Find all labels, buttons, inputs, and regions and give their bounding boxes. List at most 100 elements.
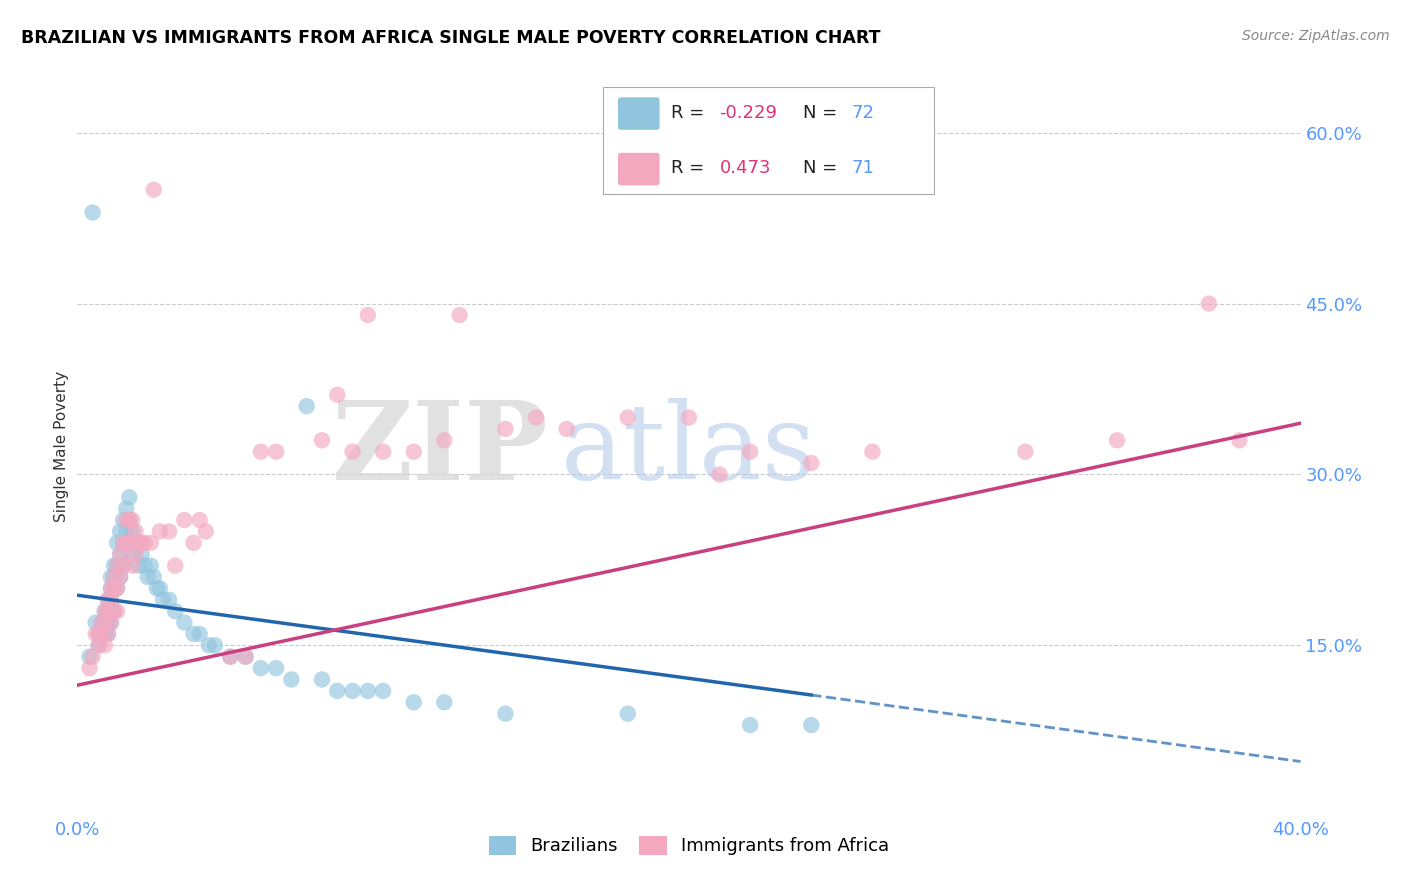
Point — [1229, 434, 1251, 448]
Point — [103, 558, 125, 573]
Text: R =: R = — [671, 160, 716, 178]
Point — [139, 536, 162, 550]
Text: N =: N = — [803, 103, 842, 122]
Point — [94, 615, 117, 630]
Point — [105, 582, 128, 596]
Point — [112, 536, 135, 550]
Point — [100, 615, 122, 630]
Point — [100, 592, 122, 607]
Point — [100, 592, 122, 607]
Point — [97, 615, 120, 630]
Text: atlas: atlas — [561, 398, 817, 501]
Point — [108, 524, 131, 539]
Legend: Brazilians, Immigrants from Africa: Brazilians, Immigrants from Africa — [481, 829, 897, 863]
Point — [219, 649, 242, 664]
Point — [118, 490, 141, 504]
Point — [342, 444, 364, 458]
Point — [198, 638, 221, 652]
Point — [103, 582, 125, 596]
Point — [82, 649, 104, 664]
Point — [97, 604, 120, 618]
Text: BRAZILIAN VS IMMIGRANTS FROM AFRICA SINGLE MALE POVERTY CORRELATION CHART: BRAZILIAN VS IMMIGRANTS FROM AFRICA SING… — [21, 29, 880, 46]
Point — [108, 570, 131, 584]
Point — [112, 513, 135, 527]
Point — [108, 570, 131, 584]
Point — [118, 513, 141, 527]
Point — [105, 558, 128, 573]
Point — [139, 558, 162, 573]
Point — [90, 615, 112, 630]
Point — [134, 536, 156, 550]
Point — [105, 536, 128, 550]
Text: R =: R = — [671, 103, 710, 122]
Text: Source: ZipAtlas.com: Source: ZipAtlas.com — [1241, 29, 1389, 43]
Text: N =: N = — [803, 160, 842, 178]
Point — [617, 706, 640, 721]
Point — [94, 627, 117, 641]
Point — [105, 582, 128, 596]
Point — [800, 456, 823, 470]
Point — [188, 513, 211, 527]
FancyBboxPatch shape — [603, 87, 934, 194]
Point — [142, 570, 165, 584]
Point — [103, 582, 125, 596]
Point — [371, 444, 394, 458]
Point — [127, 536, 149, 550]
Point — [188, 627, 211, 641]
Point — [165, 558, 187, 573]
Point — [118, 536, 141, 550]
Point — [97, 627, 120, 641]
FancyBboxPatch shape — [619, 153, 659, 186]
Point — [157, 524, 180, 539]
Point — [219, 649, 242, 664]
Text: 72: 72 — [852, 103, 875, 122]
FancyBboxPatch shape — [619, 97, 659, 130]
Point — [264, 661, 287, 675]
Point — [524, 410, 547, 425]
Point — [449, 308, 471, 322]
Point — [112, 536, 135, 550]
Point — [115, 536, 138, 550]
Point — [100, 615, 122, 630]
Point — [124, 524, 146, 539]
Point — [94, 638, 117, 652]
Point — [678, 410, 700, 425]
Point — [194, 524, 217, 539]
Point — [121, 547, 143, 561]
Point — [326, 684, 349, 698]
Point — [131, 547, 153, 561]
Point — [280, 673, 302, 687]
Point — [105, 558, 128, 573]
Point — [94, 615, 117, 630]
Point — [87, 638, 110, 652]
Point — [121, 513, 143, 527]
Point — [97, 627, 120, 641]
Point — [84, 627, 107, 641]
Point — [108, 547, 131, 561]
Point — [235, 649, 257, 664]
Point — [326, 388, 349, 402]
Point — [100, 582, 122, 596]
Point — [709, 467, 731, 482]
Point — [79, 661, 101, 675]
Point — [433, 434, 456, 448]
Point — [311, 673, 333, 687]
Point — [495, 706, 517, 721]
Point — [100, 582, 122, 596]
Point — [127, 536, 149, 550]
Point — [134, 558, 156, 573]
Text: 0.473: 0.473 — [720, 160, 770, 178]
Point — [173, 615, 195, 630]
Point — [112, 558, 135, 573]
Y-axis label: Single Male Poverty: Single Male Poverty — [53, 370, 69, 522]
Point — [183, 536, 205, 550]
Point — [157, 592, 180, 607]
Point — [740, 444, 762, 458]
Point — [183, 627, 205, 641]
Point — [357, 684, 380, 698]
Point — [311, 434, 333, 448]
Point — [165, 604, 187, 618]
Point — [90, 627, 112, 641]
Point — [103, 604, 125, 618]
Point — [402, 444, 425, 458]
